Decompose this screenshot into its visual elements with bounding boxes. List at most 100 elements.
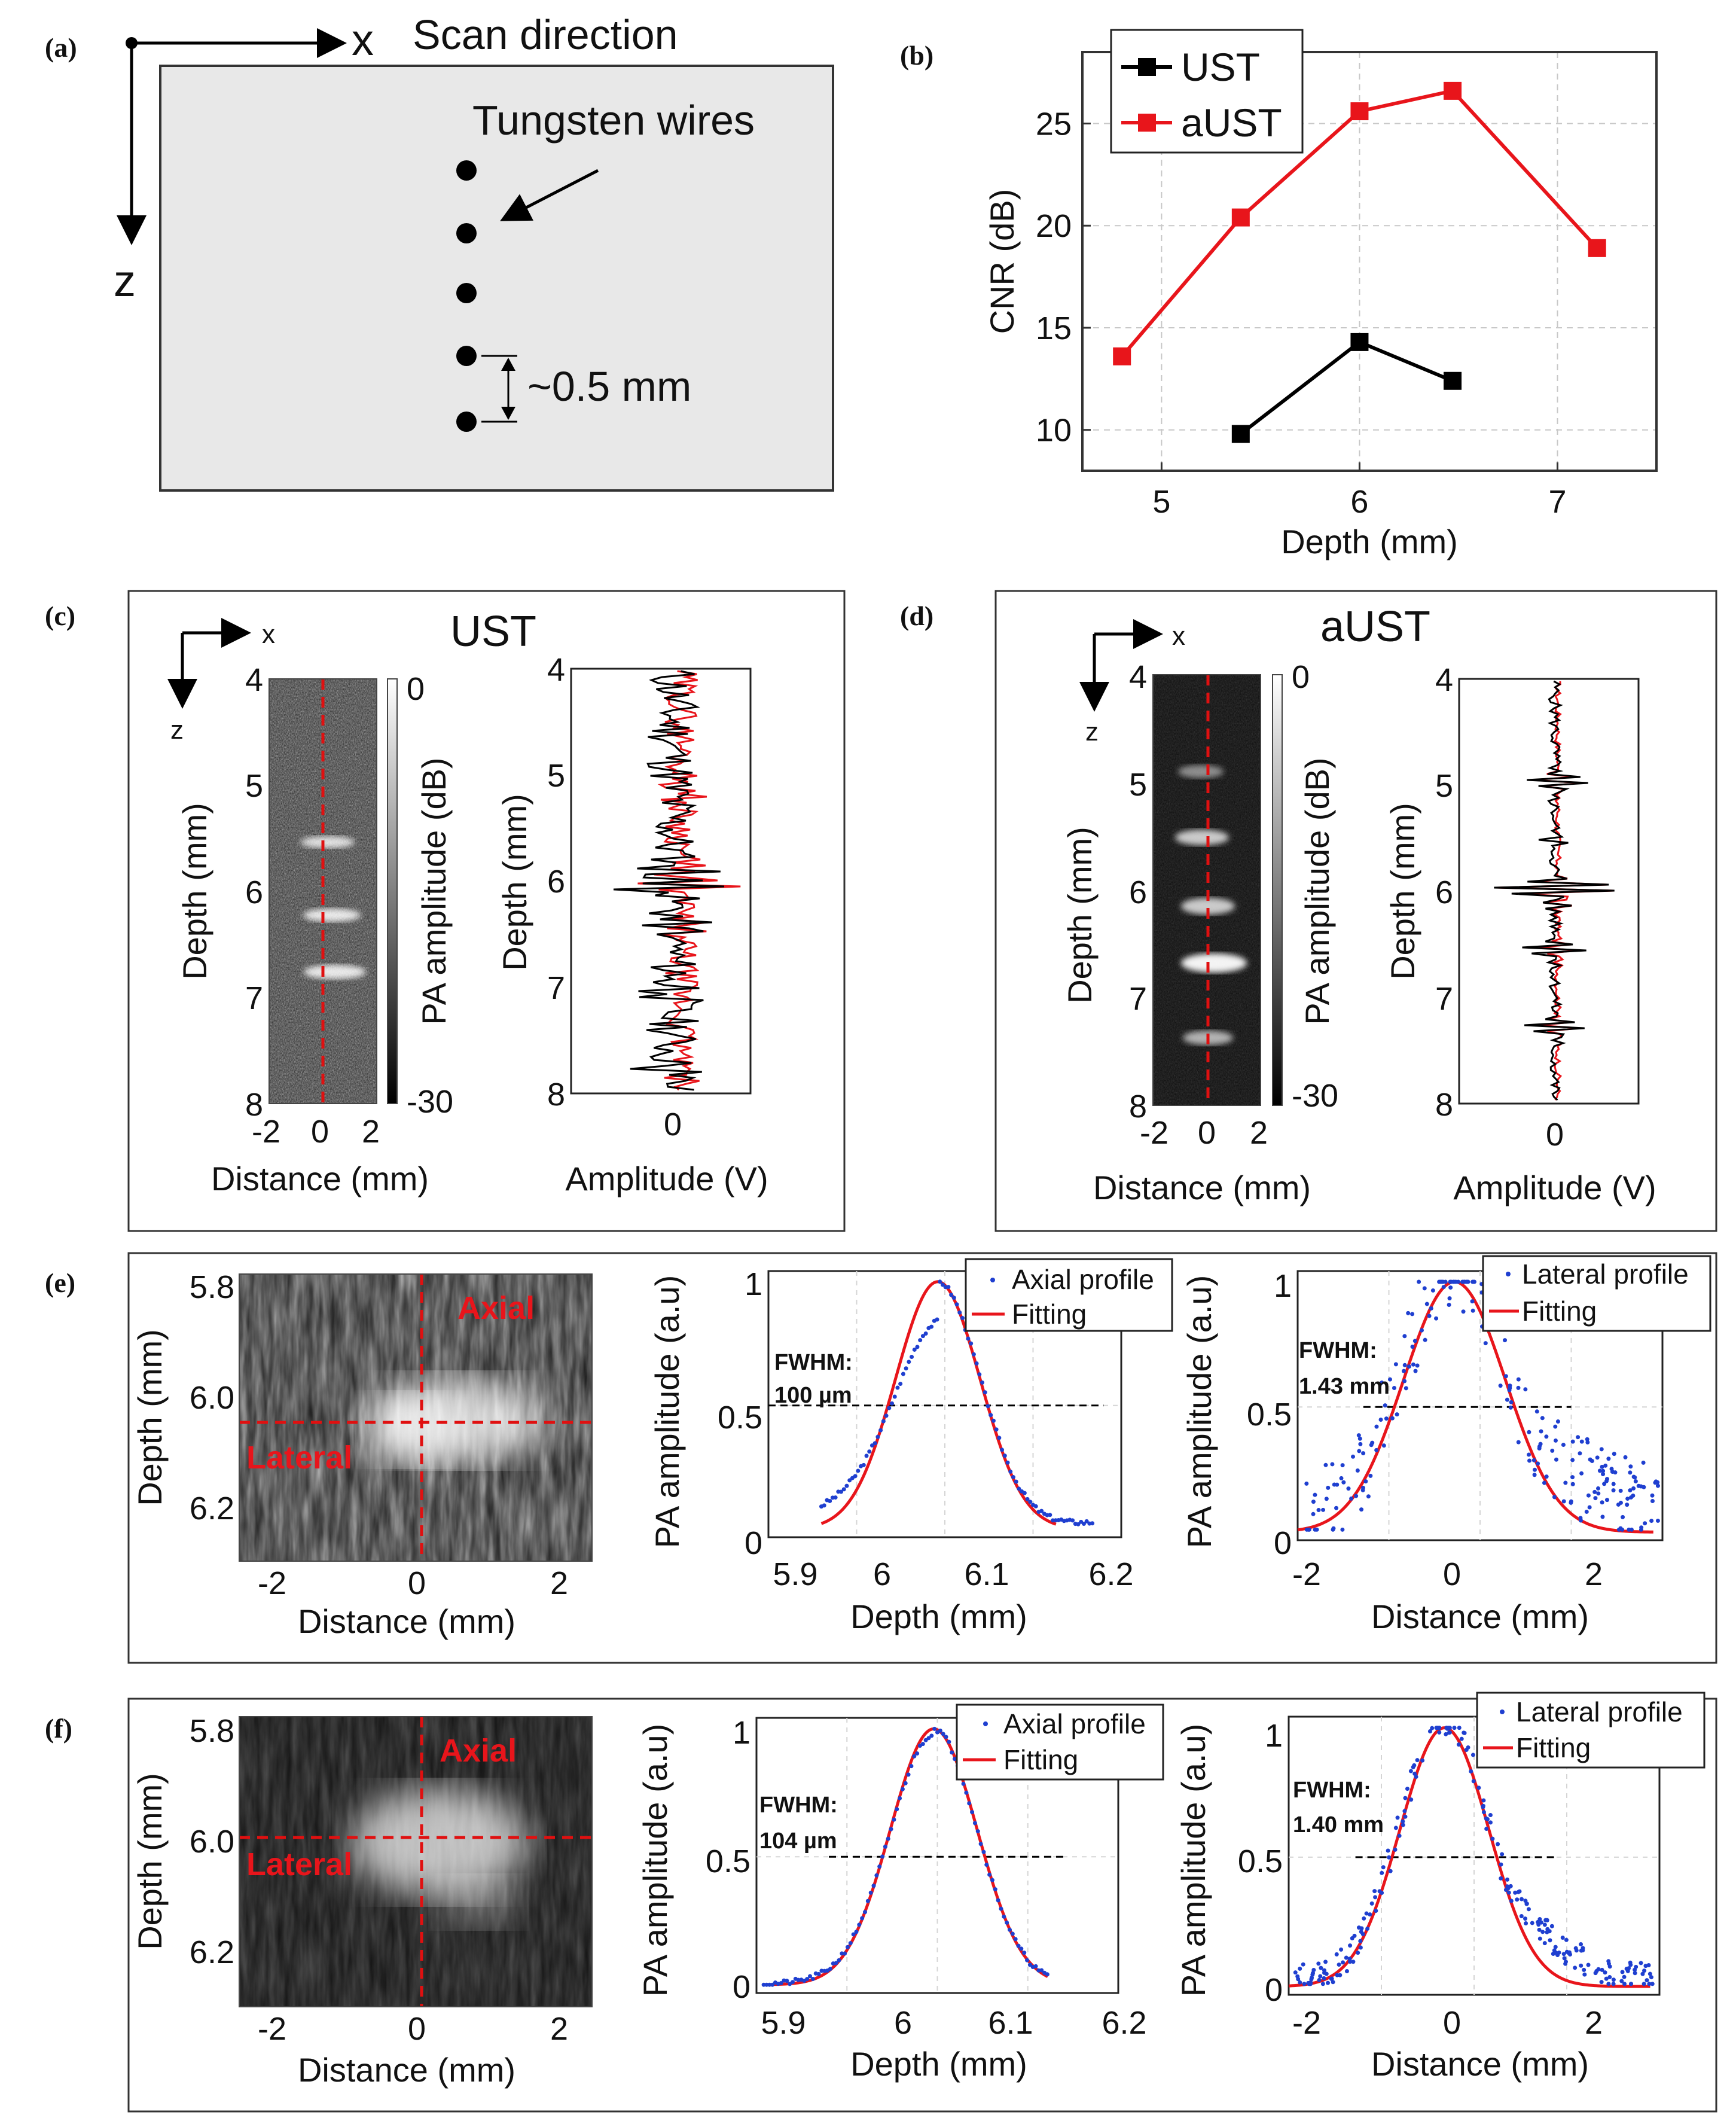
ust-image-ylabel: Depth (mm): [176, 803, 213, 980]
profile-point: [983, 1390, 987, 1395]
aust-image-ylabel: Depth (mm): [1061, 827, 1099, 1004]
profile-point: [878, 1428, 883, 1433]
tick-label: 5: [1435, 768, 1453, 804]
profile-point: [1538, 1442, 1543, 1446]
f-zoom-image: Axial Lateral: [239, 1716, 593, 2007]
profile-point: [1406, 1311, 1411, 1315]
tick-label: 4: [1129, 659, 1147, 695]
profile-point: [1472, 1279, 1476, 1284]
panel-label-f: (f): [45, 1713, 72, 1744]
profile-point: [1496, 1842, 1500, 1846]
profile-point: [1542, 1922, 1547, 1927]
profile-point: [1360, 1485, 1365, 1490]
profile-point: [1017, 1486, 1021, 1491]
profile-point: [1344, 1955, 1348, 1960]
profile-point: [1537, 1936, 1542, 1941]
profile-point: [881, 1419, 886, 1424]
tick-label: 6.2: [190, 1934, 234, 1970]
tick-label: 0: [1265, 1972, 1283, 2008]
profile-point: [791, 1980, 795, 1985]
profile-point: [1339, 1947, 1344, 1952]
tick-label: 5.8: [190, 1713, 234, 1749]
profile-point: [1649, 1519, 1654, 1523]
profile-point: [1606, 1982, 1611, 1986]
profile-point: [1419, 1328, 1424, 1333]
tick-label: 0: [1198, 1115, 1216, 1151]
profile-point: [1402, 1379, 1407, 1384]
profile-point: [1490, 1836, 1495, 1841]
profile-point: [1636, 1483, 1641, 1488]
profile-point: [929, 1324, 934, 1329]
ust-image-xlabel: Distance (mm): [211, 1160, 429, 1197]
profile-point: [889, 1827, 893, 1832]
tick-label: 5: [547, 758, 565, 794]
profile-point: [1311, 1967, 1316, 1972]
profile-point: [1452, 1726, 1457, 1730]
profile-point: [1483, 1341, 1488, 1346]
profile-point: [1347, 1957, 1352, 1961]
f-image-ylabel: Depth (mm): [131, 1773, 169, 1950]
profile-point: [1484, 1826, 1489, 1831]
profile-point: [1311, 1500, 1316, 1504]
profile-point: [851, 1932, 856, 1937]
profile-point: [898, 1382, 903, 1386]
profile-point: [966, 1336, 971, 1341]
profile-point: [1646, 1963, 1651, 1968]
tick-label: 0: [745, 1525, 762, 1561]
profile-point: [1415, 1363, 1420, 1368]
profile-point: [1542, 1941, 1547, 1946]
profile-point: [1526, 1907, 1531, 1912]
profile-point: [844, 1483, 849, 1488]
profile-point: [1516, 1377, 1521, 1382]
profile-point: [1374, 1448, 1379, 1452]
data-point-aust: [1588, 239, 1606, 257]
profile-point: [1453, 1279, 1458, 1284]
e-zoom-image: Axial Lateral: [239, 1273, 593, 1562]
profile-point: [1329, 1976, 1334, 1981]
legend-aust-marker: [1138, 114, 1156, 132]
profile-point: [969, 1341, 974, 1346]
fwhm-value: 100 µm: [774, 1383, 852, 1408]
profile-point: [1603, 1970, 1607, 1975]
profile-point: [1039, 1509, 1044, 1513]
profile-point: [1441, 1279, 1445, 1284]
profile-point: [1595, 1455, 1600, 1460]
profile-point: [1320, 1982, 1325, 1986]
panel-c-title: UST: [450, 608, 536, 656]
profile-point: [1629, 1982, 1634, 1986]
profile-point: [1298, 1966, 1302, 1971]
profile-point: [1586, 1493, 1591, 1498]
profile-point: [864, 1453, 869, 1458]
profile-point: [1561, 1443, 1566, 1448]
profile-point: [1008, 1469, 1013, 1474]
profile-point: [940, 1282, 945, 1287]
profile-point: [1601, 1472, 1606, 1477]
profile-point: [1457, 1726, 1462, 1730]
profile-point: [1484, 1816, 1488, 1821]
profile-point: [1084, 1519, 1089, 1523]
profile-point: [997, 1436, 1002, 1440]
profile-point: [941, 1732, 945, 1736]
profile-point: [1449, 1279, 1454, 1284]
profile-point: [1628, 1470, 1633, 1475]
profile-point: [1420, 1758, 1425, 1763]
profile-point: [901, 1372, 905, 1376]
tick-label: 6: [894, 2005, 912, 2041]
profile-point: [861, 1462, 866, 1467]
y-tick-label: 20: [1036, 208, 1072, 244]
profile-point: [895, 1807, 899, 1812]
fitting-curve: [764, 1727, 1049, 1986]
fitting-curve: [1297, 1280, 1653, 1534]
profile-point: [1380, 1870, 1384, 1875]
profile-point: [1470, 1753, 1475, 1757]
profile-point: [1386, 1848, 1390, 1853]
profile-point: [1323, 1462, 1328, 1467]
fwhm-title: FWHM:: [1293, 1778, 1371, 1803]
wire-dot: [456, 346, 477, 366]
profile-point: [1390, 1416, 1395, 1421]
profile-point: [1383, 1403, 1387, 1408]
profile-point: [1611, 1982, 1616, 1986]
profile-point: [1028, 1500, 1033, 1504]
profile-point: [1509, 1899, 1514, 1903]
phantom-box: [159, 65, 834, 492]
